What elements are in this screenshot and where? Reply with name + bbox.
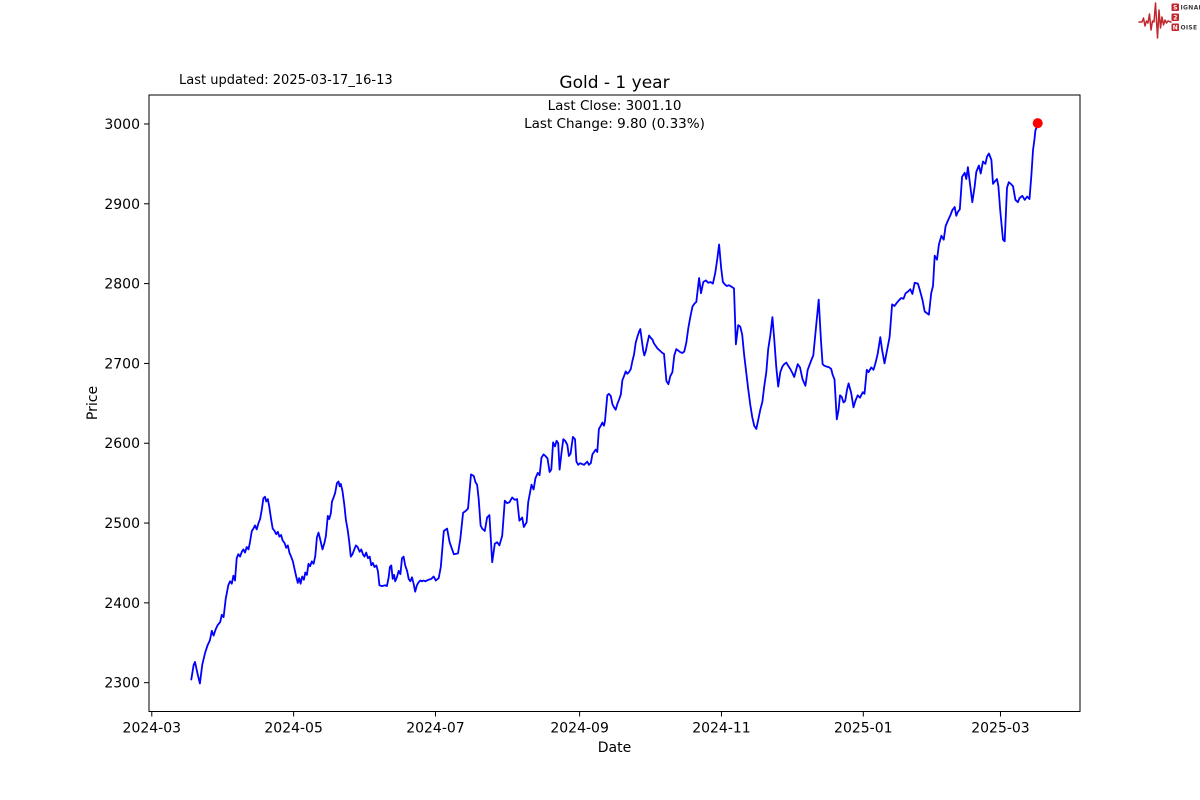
y-tick-label: 2400 bbox=[104, 596, 140, 612]
signal2noise-logo: S IGNAL 2 N OISE bbox=[1138, 2, 1200, 39]
y-tick-label: 2500 bbox=[104, 516, 140, 532]
ecg-waveform-icon bbox=[1138, 2, 1172, 39]
y-tick-label: 2800 bbox=[104, 277, 140, 293]
logo-text-ignal: IGNAL bbox=[1181, 5, 1200, 12]
axis-ticks: 2024-03 2024-05 2024-07 2024-09 2024-11 2025-… bbox=[104, 117, 1029, 737]
plot-area bbox=[148, 94, 1081, 712]
logo-badge-n bbox=[1171, 23, 1179, 31]
x-tick-label: 2024-05 bbox=[264, 721, 323, 737]
price-line bbox=[190, 122, 1039, 685]
annotation-last-close: Last Close: 3001.10 bbox=[548, 98, 682, 114]
y-tick-label: 2900 bbox=[104, 197, 140, 213]
x-axis-label: Date bbox=[598, 740, 631, 756]
logo-badge-s bbox=[1171, 3, 1179, 11]
last-point-marker bbox=[1032, 118, 1043, 129]
logo-text-oise: OISE bbox=[1181, 25, 1198, 32]
y-tick-label: 2700 bbox=[104, 356, 140, 372]
x-tick-label: 2025-03 bbox=[971, 721, 1030, 737]
annotation-last-change: Last Change: 9.80 (0.33%) bbox=[524, 116, 705, 132]
logo-badge-2 bbox=[1171, 13, 1179, 21]
x-tick-label: 2024-07 bbox=[406, 721, 465, 737]
logo-letter-2: 2 bbox=[1173, 15, 1177, 22]
y-axis-label: Price bbox=[85, 386, 101, 420]
x-tick-label: 2025-01 bbox=[834, 721, 893, 737]
logo-letter-n: N bbox=[1173, 25, 1178, 32]
y-tick-label: 2600 bbox=[104, 436, 140, 452]
last-updated-label: Last updated: 2025-03-17_16-13 bbox=[179, 73, 393, 88]
x-tick-label: 2024-03 bbox=[123, 721, 182, 737]
y-tick-label: 2300 bbox=[104, 676, 140, 692]
x-tick-label: 2024-11 bbox=[692, 721, 751, 737]
chart-title: Gold - 1 year bbox=[559, 73, 669, 93]
price-series bbox=[190, 118, 1043, 685]
logo-letter-s: S bbox=[1173, 5, 1177, 12]
y-tick-label: 3000 bbox=[104, 117, 140, 133]
x-tick-label: 2024-09 bbox=[550, 721, 609, 737]
